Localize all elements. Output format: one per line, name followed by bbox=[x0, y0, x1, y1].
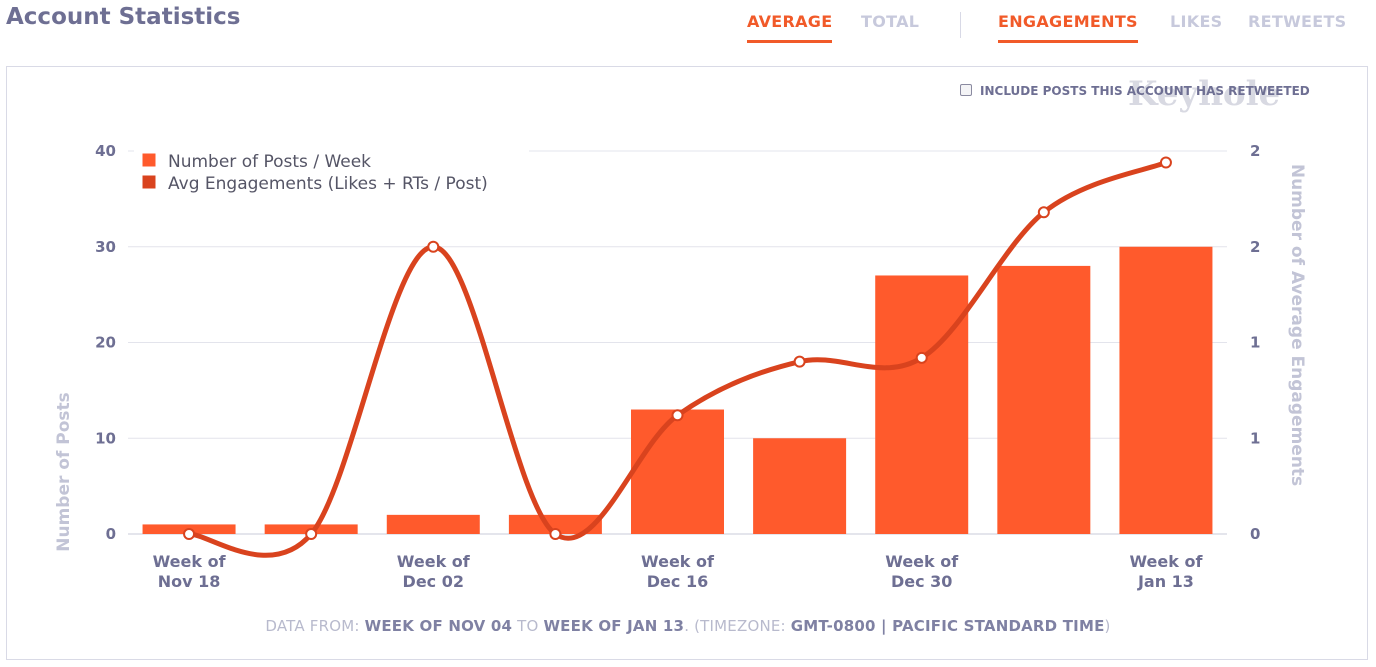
x-tick-label-line2: Dec 02 bbox=[403, 572, 464, 591]
include-retweets-option[interactable]: INCLUDE POSTS THIS ACCOUNT HAS RETWEETED bbox=[960, 84, 1310, 98]
x-tick-label-line1: Week of bbox=[397, 552, 471, 571]
tab-total[interactable]: TOTAL bbox=[861, 12, 920, 31]
line-point-0 bbox=[183, 528, 196, 540]
bar-6 bbox=[875, 275, 969, 534]
page-title: Account Statistics bbox=[6, 4, 241, 30]
y-tick-label: 10 bbox=[95, 429, 116, 447]
include-retweets-checkbox[interactable] bbox=[960, 84, 972, 96]
legend-label-engagements: Avg Engagements (Likes + RTs / Post) bbox=[168, 174, 488, 194]
tab-likes[interactable]: LIKES bbox=[1170, 12, 1223, 31]
keyhole-watermark: Keyhole bbox=[1128, 74, 1281, 114]
tab-average[interactable]: AVERAGE bbox=[747, 12, 833, 43]
x-tick-label-line1: Week of bbox=[1129, 552, 1203, 571]
y2-tick-label: 0 bbox=[1250, 525, 1260, 543]
y-tick-label: 40 bbox=[95, 142, 116, 160]
bar-3 bbox=[508, 514, 602, 534]
y2-axis-title: Number of Average Engagements bbox=[1287, 164, 1307, 486]
y2-tick-label: 2 bbox=[1250, 238, 1260, 256]
y2-tick-label: 1 bbox=[1250, 429, 1260, 447]
bar-7 bbox=[997, 265, 1091, 534]
line-point-6 bbox=[915, 351, 928, 364]
engagements-line bbox=[186, 159, 1169, 558]
line-point-1 bbox=[305, 528, 318, 540]
footer-timezone: GMT-0800 | PACIFIC STANDARD TIME bbox=[790, 617, 1105, 635]
line-point-3 bbox=[549, 528, 562, 540]
y-tick-label: 30 bbox=[95, 238, 116, 256]
x-tick-label-line2: Dec 30 bbox=[891, 572, 952, 591]
footer-start: WEEK OF NOV 04 bbox=[364, 617, 513, 635]
bar-5 bbox=[753, 438, 847, 534]
line-point-4 bbox=[671, 409, 684, 422]
legend-background bbox=[134, 146, 529, 198]
tab-divider bbox=[960, 12, 961, 38]
data-range-footer: DATA FROM: WEEK OF NOV 04 TO WEEK OF JAN… bbox=[0, 617, 1376, 635]
y2-tick-label: 2 bbox=[1250, 142, 1260, 160]
line-point-2 bbox=[427, 240, 440, 253]
legend-swatch-engagements bbox=[141, 174, 157, 190]
line-point-8 bbox=[1159, 156, 1172, 169]
line-point-5 bbox=[793, 355, 806, 368]
footer-mid: TO bbox=[512, 617, 544, 635]
legend-swatch-posts bbox=[141, 152, 157, 168]
tab-retweets[interactable]: RETWEETS bbox=[1248, 12, 1347, 31]
footer-prefix: DATA FROM: bbox=[265, 617, 365, 635]
y-tick-label: 0 bbox=[106, 525, 116, 543]
tab-engagements[interactable]: ENGAGEMENTS bbox=[998, 12, 1138, 43]
x-tick-label-line1: Week of bbox=[153, 552, 227, 571]
footer-end: WEEK OF JAN 13 bbox=[543, 617, 685, 635]
footer-suffix: ) bbox=[1104, 617, 1111, 635]
footer-tz-prefix: . (TIMEZONE: bbox=[684, 617, 791, 635]
x-tick-label-line2: Dec 16 bbox=[647, 572, 708, 591]
y2-tick-label: 1 bbox=[1250, 334, 1260, 352]
bar-2 bbox=[386, 514, 480, 534]
x-tick-label-line2: Jan 13 bbox=[1137, 572, 1194, 591]
x-tick-label-line1: Week of bbox=[885, 552, 959, 571]
line-point-7 bbox=[1037, 206, 1050, 219]
legend-label-posts: Number of Posts / Week bbox=[168, 152, 371, 172]
y-tick-label: 20 bbox=[95, 334, 116, 352]
bar-4 bbox=[631, 409, 724, 534]
x-tick-label-line1: Week of bbox=[641, 552, 715, 571]
x-tick-label-line2: Nov 18 bbox=[158, 572, 221, 591]
include-retweets-label: INCLUDE POSTS THIS ACCOUNT HAS RETWEETED bbox=[980, 84, 1310, 98]
y-axis-title: Number of Posts bbox=[54, 392, 74, 552]
chart-panel bbox=[6, 66, 1368, 660]
bar-8 bbox=[1119, 246, 1213, 534]
